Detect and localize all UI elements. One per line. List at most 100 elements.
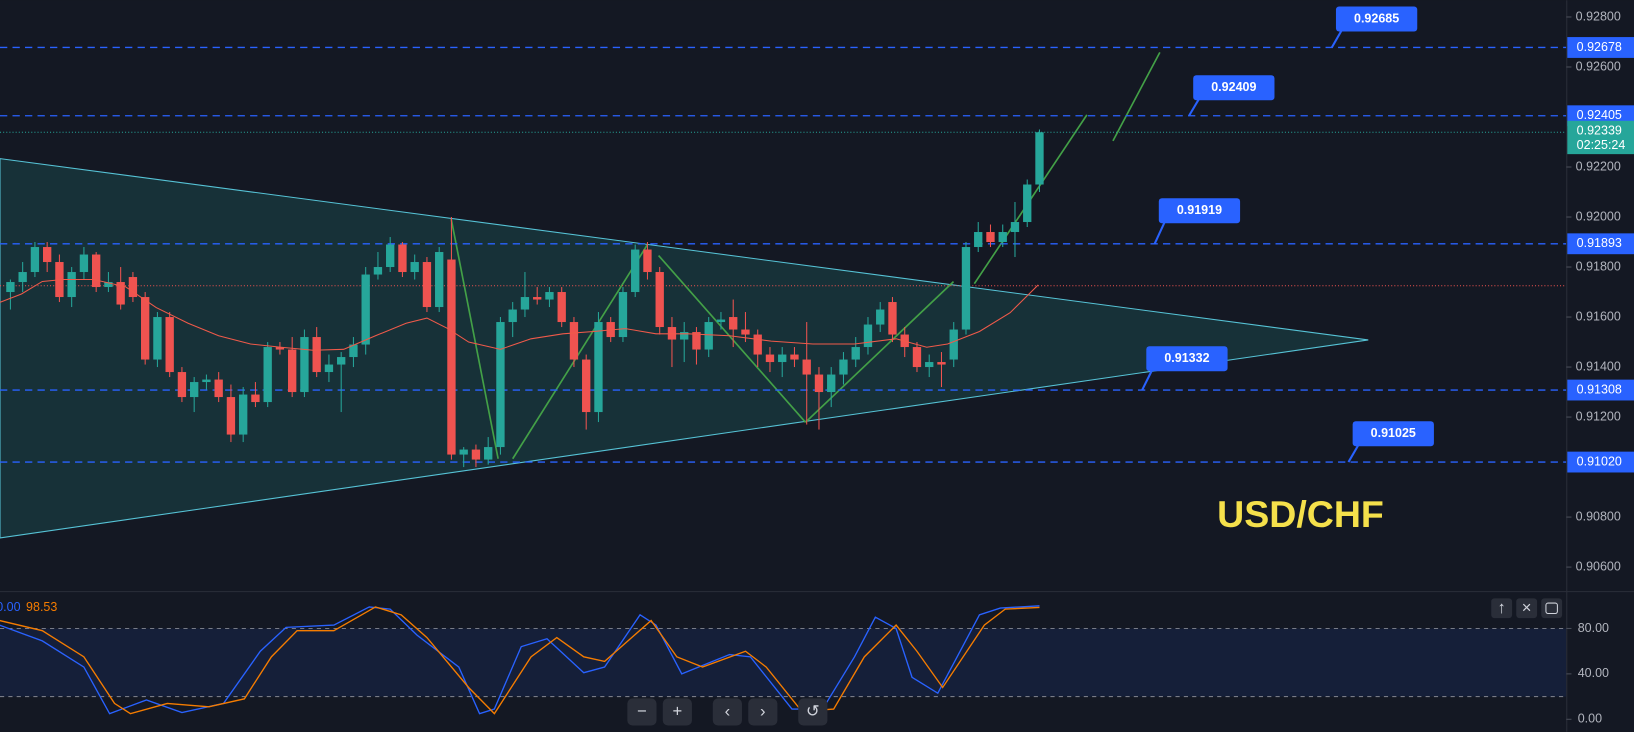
callout-label: 0.91025 [1371, 426, 1416, 440]
level-tag-label: 0.91020 [1577, 454, 1622, 468]
candle-body [778, 354, 787, 363]
callout-label: 0.91332 [1164, 351, 1209, 365]
y-tick-label: 0.92800 [1576, 9, 1621, 23]
reset-button[interactable]: ↺ [798, 698, 828, 726]
trend-line [450, 218, 499, 459]
callout-box [1335, 6, 1418, 32]
last-price-tag [1567, 120, 1634, 155]
svg-text:−: − [637, 701, 647, 720]
zoom-out-button[interactable]: − [627, 698, 657, 726]
y-tick-label: 0.91600 [1576, 309, 1621, 323]
callout-pointer [1141, 368, 1154, 391]
close-pane-button[interactable]: × [1516, 598, 1538, 619]
y-tick-label: 0.90800 [1576, 509, 1621, 523]
level-tag [1567, 37, 1634, 58]
y-tick-label: 0.92200 [1576, 159, 1621, 173]
watermark: USD/CHF [1217, 493, 1384, 535]
candle-body [863, 324, 873, 348]
callout-label: 0.92409 [1211, 80, 1256, 94]
level-tag-label: 0.92405 [1577, 108, 1622, 122]
candle-body [520, 297, 530, 310]
candle-body [680, 332, 689, 340]
candle-body [92, 254, 101, 288]
candle-body [631, 249, 640, 293]
y-tick-label: 0.91400 [1576, 359, 1621, 373]
candle-body [67, 272, 76, 298]
candle-body [594, 322, 603, 413]
callout-pointer [1188, 97, 1201, 117]
trend-line [512, 244, 648, 460]
candle-body [324, 364, 334, 373]
zoom-in-button[interactable]: + [662, 698, 692, 726]
candle-body [337, 357, 346, 365]
callout-pointer [1330, 28, 1344, 49]
y-tick-label: 0.00 [1578, 712, 1602, 726]
callout-label: 0.92685 [1354, 11, 1399, 25]
candle-body [1035, 132, 1044, 185]
scroll-right-button[interactable]: › [748, 698, 778, 726]
candle-body [765, 354, 775, 363]
candle-body [827, 374, 836, 393]
y-tick-label: 0.90600 [1576, 559, 1621, 573]
candle-body [545, 292, 554, 300]
candle-body [190, 382, 199, 398]
candle-body [165, 317, 174, 373]
candle-body [263, 347, 272, 403]
level-tag-label: 0.91308 [1577, 382, 1622, 396]
candle-body [851, 347, 860, 360]
scroll-left-button[interactable]: ‹ [712, 698, 742, 726]
candle-body [1010, 222, 1020, 233]
candle-body [753, 334, 762, 355]
candle-body [802, 359, 811, 375]
candle-body [214, 379, 223, 398]
candle-body [729, 317, 738, 330]
candle-body [153, 317, 162, 360]
move-up-button[interactable]: ↑ [1491, 598, 1513, 619]
candle-body [986, 232, 995, 243]
maximize-pane-button[interactable] [1541, 598, 1563, 619]
candle-body [104, 282, 113, 288]
candle-body [912, 347, 922, 368]
candle-body [998, 232, 1007, 243]
candle-body [349, 344, 358, 358]
trend-line [804, 280, 955, 423]
candle-body [618, 292, 628, 338]
candle-body [312, 337, 321, 373]
candle-body [116, 282, 125, 305]
y-tick-label: 40.00 [1578, 666, 1609, 680]
trend-line [657, 254, 807, 423]
svg-text:↺: ↺ [806, 701, 820, 720]
candle-body [496, 322, 505, 448]
candle-body [30, 247, 40, 273]
y-tick-label: 0.91200 [1576, 409, 1621, 423]
countdown-label: 02:25:24 [1577, 138, 1626, 152]
moving-average [0, 278, 1039, 351]
candle-body [704, 322, 713, 350]
callout-box [1146, 346, 1228, 372]
candle-body [569, 322, 579, 360]
candle-body [741, 329, 750, 335]
candle-body [128, 277, 138, 298]
candle-body [202, 379, 211, 383]
legend-value: 100.00 [0, 600, 21, 614]
callout-box [1352, 421, 1434, 447]
candle-body [557, 292, 566, 323]
candle-body [974, 232, 983, 248]
candle-body [386, 244, 395, 268]
price-pane: USD/CHF [0, 46, 1567, 539]
trend-line [1112, 51, 1161, 142]
candle-body [226, 397, 236, 435]
level-tag [1567, 379, 1634, 401]
candle-body [692, 332, 701, 350]
candle-body [18, 272, 27, 283]
candle-body [79, 254, 89, 273]
oscillator-line [0, 606, 1040, 715]
candle-body [471, 449, 481, 460]
y-tick-label: 0.91800 [1576, 259, 1621, 273]
candle-body [435, 252, 444, 308]
candle-body [949, 329, 958, 360]
candle-body [484, 447, 493, 460]
candle-body [839, 359, 848, 375]
candle-body [447, 259, 456, 455]
